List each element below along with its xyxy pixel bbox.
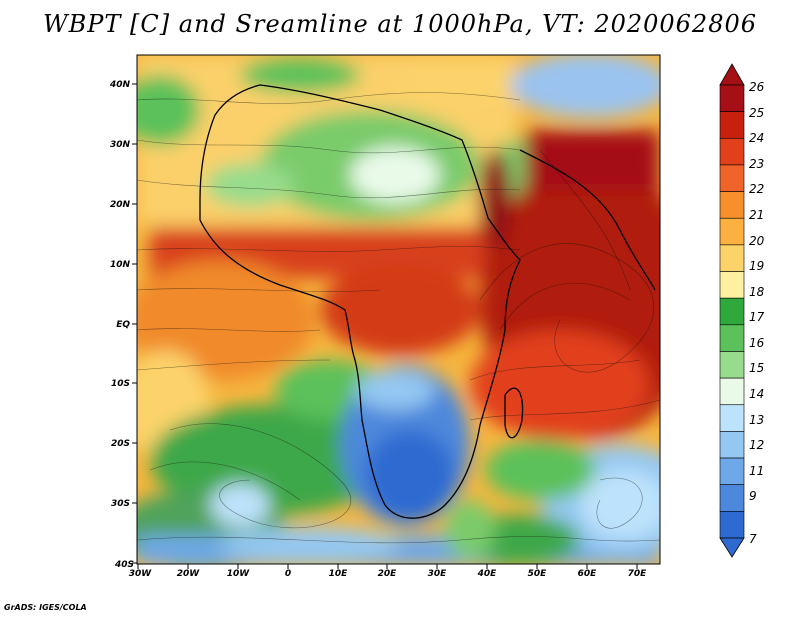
coastlines xyxy=(199,84,656,519)
lon-label-20w: 20W xyxy=(177,569,201,579)
lon-label-20e: 20E xyxy=(378,569,398,579)
colorbar-label-24: 24 xyxy=(749,131,764,145)
colorbar-label-17: 17 xyxy=(749,310,765,324)
plot-frame xyxy=(136,54,661,565)
colorbar-label-18: 18 xyxy=(749,285,765,299)
lon-label-70e: 70E xyxy=(628,569,648,579)
colorbar-cell xyxy=(719,191,745,219)
colorbar-label-22: 22 xyxy=(749,182,764,196)
colorbar-label-13: 13 xyxy=(749,413,764,427)
colorbar-label-19: 19 xyxy=(749,259,764,273)
lat-label-30n: 30N xyxy=(110,140,131,150)
colorbar-label-9: 9 xyxy=(749,489,757,503)
lon-label-30e: 30E xyxy=(428,569,448,579)
axis-ticks xyxy=(132,83,638,569)
colorbar-label-11: 11 xyxy=(749,464,764,478)
lat-label-20s: 20S xyxy=(111,439,130,449)
chart-title: WBPT [C] and Sreamline at 1000hPa, VT: 2… xyxy=(42,10,758,38)
colorbar-cell xyxy=(719,137,745,166)
lat-label-30s: 30S xyxy=(111,499,130,509)
wbpt-field xyxy=(137,55,660,564)
lon-label-60e: 60E xyxy=(578,569,598,579)
colorbar-cell xyxy=(719,271,745,299)
colorbar-label-16: 16 xyxy=(749,336,765,350)
lat-label-10n: 10N xyxy=(110,260,131,270)
south-atlantic-green xyxy=(150,405,390,515)
colorbar-label-21: 21 xyxy=(749,208,764,222)
colorbar-cell xyxy=(719,324,745,352)
colorbar-cell xyxy=(719,377,745,406)
lon-label-0: 0 xyxy=(285,569,291,579)
colorbar-label-26: 26 xyxy=(749,80,765,94)
colorbar-label-15: 15 xyxy=(749,361,764,375)
colorbar: 26 25 24 23 22 21 20 19 18 17 16 15 14 1… xyxy=(719,63,765,558)
red-sea-hot xyxy=(479,150,511,250)
lat-label-20n: 20N xyxy=(110,200,131,210)
colorbar-cell xyxy=(719,431,745,459)
credit-label: GrADS: IGES/COLA xyxy=(4,603,87,612)
colorbar-cell xyxy=(719,457,745,486)
lat-label-eq: EQ xyxy=(116,320,130,330)
lon-label-10w: 10W xyxy=(227,569,251,579)
colorbar-label-7: 7 xyxy=(749,532,757,546)
colorbar-cell xyxy=(719,511,745,539)
lon-label-40e: 40E xyxy=(477,569,498,579)
colorbar-top-arrow xyxy=(719,63,745,86)
colorbar-cell xyxy=(719,484,745,512)
colorbar-cell xyxy=(719,244,745,272)
lon-label-30w: 30W xyxy=(129,569,153,579)
colorbar-label-14: 14 xyxy=(749,387,764,401)
colorbar-cell xyxy=(719,351,745,379)
colorbar-label-12: 12 xyxy=(749,438,764,452)
lon-label-10e: 10E xyxy=(329,569,349,579)
colorbar-cell xyxy=(719,217,745,246)
colorbar-label-23: 23 xyxy=(749,157,764,171)
lat-label-10s: 10S xyxy=(111,379,130,389)
colorbar-label-20: 20 xyxy=(749,234,765,248)
colorbar-bottom-arrow xyxy=(719,537,745,558)
colorbar-cell xyxy=(719,164,745,192)
lat-label-40n: 40N xyxy=(109,80,131,90)
colorbar-cell xyxy=(719,404,745,432)
lon-label-50e: 50E xyxy=(528,569,548,579)
colorbar-label-25: 25 xyxy=(749,106,764,120)
lat-label-40s: 40S xyxy=(114,560,134,570)
colorbar-cell xyxy=(719,297,745,326)
colorbar-cell xyxy=(719,84,745,112)
colorbar-cell xyxy=(719,111,745,139)
